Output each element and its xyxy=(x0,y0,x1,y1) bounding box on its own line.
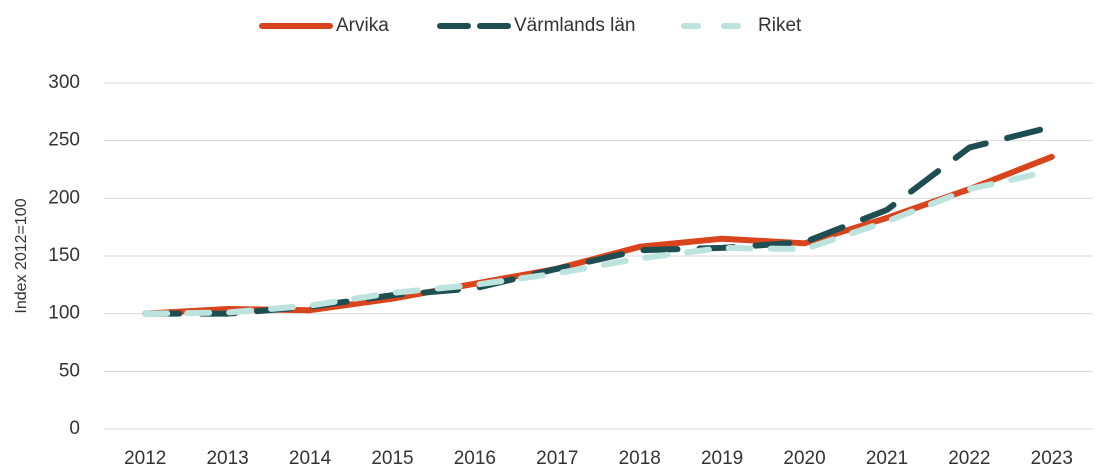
x-tick-label: 2021 xyxy=(866,448,908,468)
x-tick-label: 2014 xyxy=(289,448,332,468)
y-tick-label: 150 xyxy=(48,245,80,266)
x-tick-label: 2013 xyxy=(206,448,248,468)
legend-label: Arvika xyxy=(336,15,389,36)
y-tick-label: 100 xyxy=(48,303,80,324)
series-line xyxy=(142,167,1055,317)
y-axis-label: Index 2012=100 xyxy=(13,198,30,313)
y-tick-label: 200 xyxy=(48,187,80,208)
y-tick-label: 300 xyxy=(48,72,80,93)
series-line xyxy=(142,123,1055,317)
x-tick-label: 2020 xyxy=(783,448,825,468)
x-tick-label: 2016 xyxy=(454,448,496,468)
x-tick-label: 2015 xyxy=(371,448,413,468)
x-tick-label: 2019 xyxy=(701,448,743,468)
series-line xyxy=(142,153,1055,317)
legend-label: Värmlands län xyxy=(514,15,635,36)
y-tick-label: 250 xyxy=(48,130,80,151)
x-tick-label: 2022 xyxy=(948,448,990,468)
x-tick-label: 2023 xyxy=(1031,448,1073,468)
x-tick-label: 2017 xyxy=(536,448,578,468)
legend-label: Riket xyxy=(758,15,802,36)
y-tick-label: 50 xyxy=(59,360,80,381)
x-tick-label: 2018 xyxy=(619,448,661,468)
x-tick-label: 2012 xyxy=(124,448,166,468)
y-tick-label: 0 xyxy=(69,418,80,439)
